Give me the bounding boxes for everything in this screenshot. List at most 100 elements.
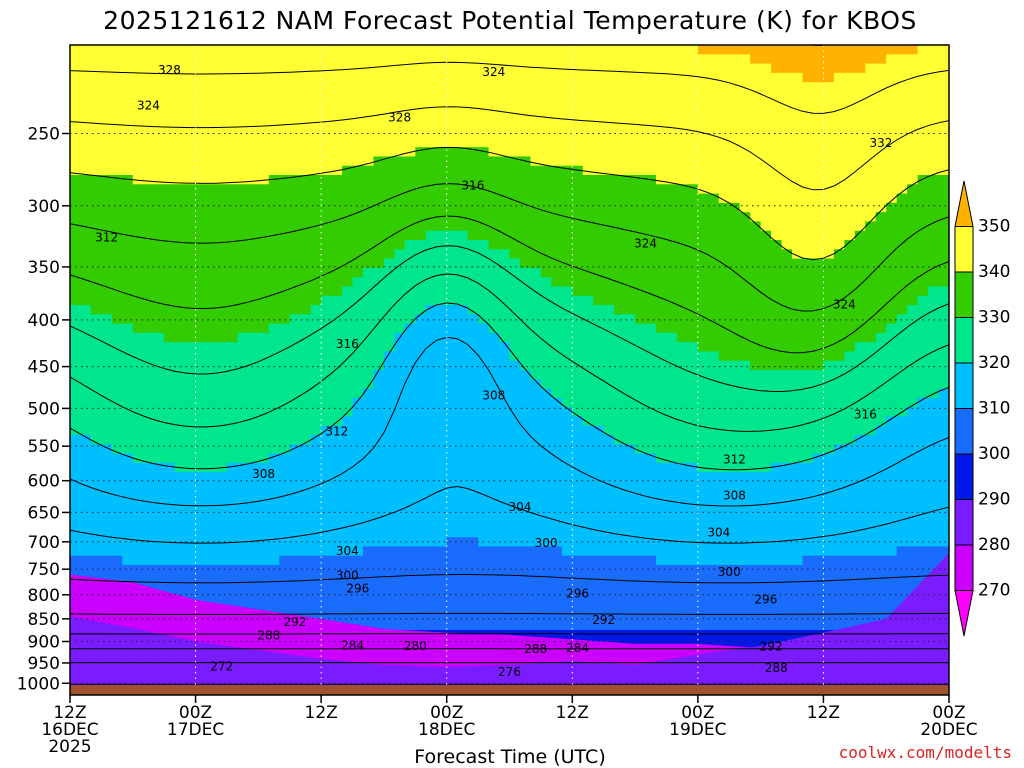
theta-band-cell [718, 462, 730, 473]
theta-band-cell [132, 490, 144, 501]
theta-band-cell [268, 583, 280, 594]
theta-band-cell [603, 212, 615, 223]
theta-band-cell [195, 444, 207, 455]
theta-band-cell [132, 128, 144, 139]
theta-band-cell [687, 407, 699, 418]
theta-band-cell [530, 518, 542, 529]
theta-band-cell [185, 240, 197, 250]
theta-band-cell [258, 184, 270, 195]
theta-band-cell [247, 462, 259, 473]
theta-band-cell [760, 416, 772, 427]
theta-band-cell [561, 620, 573, 631]
theta-band-cell [771, 82, 783, 93]
theta-band-cell [750, 546, 762, 557]
theta-band-cell [90, 453, 102, 464]
theta-band-cell [373, 397, 385, 408]
theta-band-cell [572, 267, 584, 278]
theta-band-cell [216, 91, 228, 102]
theta-band-cell [739, 453, 751, 464]
theta-band-cell [446, 444, 458, 455]
theta-band-cell [656, 323, 668, 334]
theta-band-cell [593, 360, 605, 371]
theta-band-cell [656, 137, 668, 148]
theta-band-cell [467, 481, 479, 492]
theta-band-cell [258, 527, 270, 538]
theta-band-cell [206, 527, 218, 538]
theta-band-cell [185, 110, 197, 120]
theta-band-cell [206, 360, 218, 371]
theta-band-cell [603, 500, 615, 510]
theta-band-cell [425, 611, 437, 622]
theta-band-cell [310, 444, 322, 455]
theta-band-cell [436, 295, 448, 306]
theta-band-cell [132, 425, 144, 436]
theta-band-cell [206, 110, 218, 120]
theta-band-cell [153, 490, 165, 501]
theta-band-cell [268, 100, 280, 111]
theta-band-cell [153, 267, 165, 278]
theta-band-cell [467, 379, 479, 390]
theta-band-cell [247, 472, 259, 483]
theta-band-cell [279, 54, 291, 65]
theta-band-cell [582, 221, 594, 232]
theta-band-cell [530, 277, 542, 288]
theta-band-cell [289, 137, 301, 148]
theta-band-cell [457, 277, 469, 288]
theta-band-cell [802, 416, 814, 427]
theta-band-cell [289, 156, 301, 167]
theta-band-cell [687, 509, 699, 520]
theta-band-cell [195, 583, 207, 594]
theta-band-cell [404, 63, 416, 74]
theta-band-cell [771, 175, 783, 185]
theta-band-cell [499, 314, 511, 325]
theta-band-cell [122, 45, 134, 55]
theta-band-cell [268, 565, 280, 575]
theta-band-cell [792, 110, 804, 120]
theta-band-cell [687, 351, 699, 362]
theta-band-cell [195, 193, 207, 204]
theta-band-cell [635, 435, 647, 445]
theta-band-cell [321, 286, 333, 297]
theta-band-cell [331, 305, 343, 315]
theta-band-cell [697, 490, 709, 501]
theta-band-cell [206, 100, 218, 111]
theta-band-cell [206, 407, 218, 418]
theta-band-cell [603, 555, 615, 566]
theta-band-cell [760, 240, 772, 250]
theta-band-cell [457, 267, 469, 278]
theta-band-cell [164, 462, 176, 473]
theta-band-cell [258, 119, 270, 130]
theta-band-cell [561, 295, 573, 306]
theta-band-cell [676, 332, 688, 343]
theta-band-cell [237, 323, 249, 334]
theta-band-cell [624, 416, 636, 427]
theta-band-cell [383, 63, 395, 74]
theta-band-cell [373, 147, 385, 158]
theta-band-cell [582, 518, 594, 529]
theta-band-cell [603, 295, 615, 306]
theta-band-cell [551, 481, 563, 492]
theta-band-cell [750, 592, 762, 603]
theta-band-cell [101, 193, 113, 204]
theta-band-cell [718, 490, 730, 501]
theta-band-cell [624, 314, 636, 325]
theta-band-cell [530, 342, 542, 353]
theta-band-cell [687, 100, 699, 111]
theta-band-cell [760, 518, 772, 529]
theta-band-cell [802, 267, 814, 278]
theta-band-cell [258, 72, 270, 83]
theta-band-cell [164, 165, 176, 176]
theta-band-cell [509, 100, 521, 111]
theta-band-cell [247, 370, 259, 380]
theta-band-cell [792, 630, 804, 640]
theta-band-cell [373, 527, 385, 538]
theta-band-cell [247, 184, 259, 195]
theta-band-cell [174, 555, 186, 566]
theta-band-cell [111, 314, 123, 325]
theta-band-cell [383, 481, 395, 492]
theta-band-cell [300, 407, 312, 418]
theta-band-cell [792, 425, 804, 436]
theta-band-cell [561, 435, 573, 445]
theta-band-cell [488, 258, 500, 269]
theta-band-cell [760, 267, 772, 278]
